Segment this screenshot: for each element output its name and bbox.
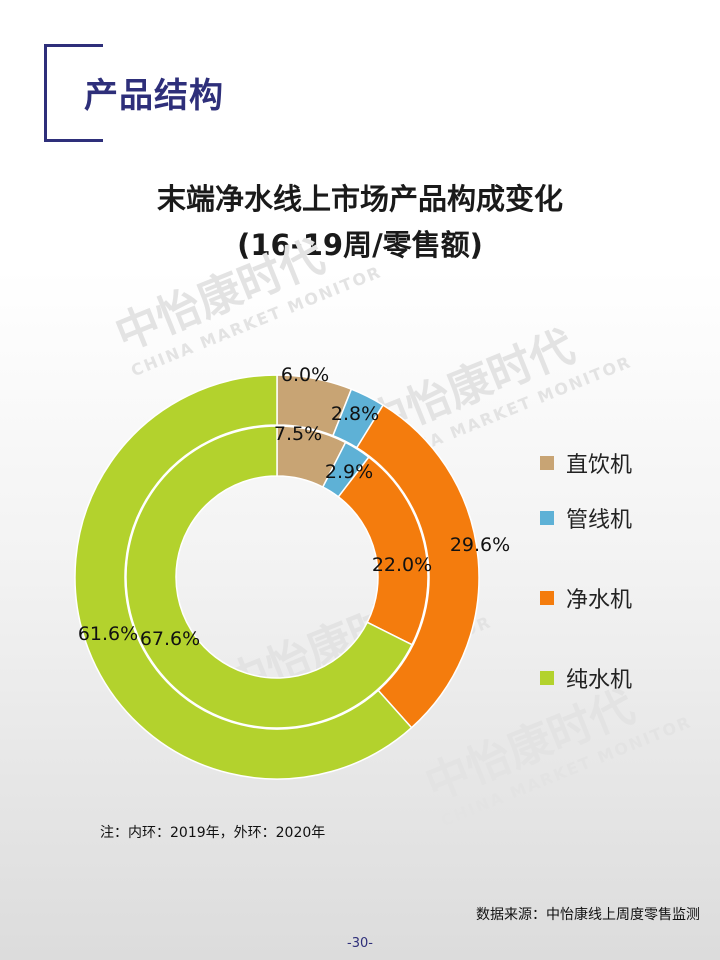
- data-source: 数据来源：中怡康线上周度零售监测: [476, 907, 700, 923]
- donut-slice-outer: [74, 374, 413, 780]
- legend-item: 管线机: [540, 478, 632, 558]
- data-label-inner: 2.9%: [325, 461, 373, 483]
- legend-item: 纯水机: [540, 638, 632, 718]
- legend-swatch: [540, 511, 554, 525]
- donut-slice-inner: [125, 425, 413, 729]
- legend-swatch: [540, 591, 554, 605]
- legend-label: 纯水机: [566, 668, 633, 693]
- data-label-outer: 2.8%: [331, 403, 379, 425]
- page-number: -30-: [347, 936, 373, 951]
- page-title: 产品结构: [80, 68, 228, 117]
- legend-swatch: [540, 671, 554, 685]
- legend-label: 管线机: [566, 508, 633, 533]
- chart-legend: 直饮机 管线机 净水机 纯水机: [540, 448, 632, 718]
- legend-item: 直饮机: [540, 448, 632, 478]
- legend-swatch: [540, 456, 554, 470]
- data-label-outer: 29.6%: [450, 534, 510, 556]
- chart-title: 末端净水线上市场产品构成变化: [156, 182, 563, 216]
- legend-item: 净水机: [540, 558, 632, 638]
- data-label-inner: 22.0%: [372, 554, 432, 576]
- data-label-inner: 67.6%: [140, 628, 200, 650]
- header-frame: [44, 44, 103, 142]
- data-label-outer: 6.0%: [281, 364, 329, 386]
- data-label-outer: 61.6%: [78, 623, 138, 645]
- chart-subtitle: (16-19周/零售额): [237, 228, 483, 262]
- data-label-inner: 7.5%: [274, 423, 322, 445]
- chart-note: 注：内环：2019年，外环：2020年: [100, 825, 326, 841]
- legend-label: 净水机: [566, 588, 633, 613]
- legend-label: 直饮机: [566, 453, 633, 478]
